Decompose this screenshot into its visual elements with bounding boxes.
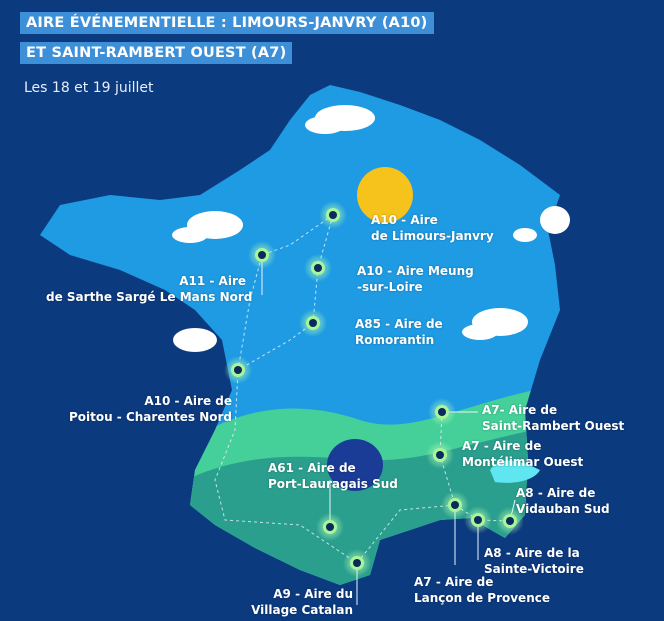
area-label-sarthe[interactable]: A11 - Aire de Sarthe Sargé Le Mans Nord [46,274,253,304]
title-line-1: AIRE ÉVÉNEMENTIELLE : LIMOURS-JANVRY (A1… [20,12,434,34]
rest-area-marker[interactable] [319,201,347,229]
area-label-village-catalan[interactable]: A9 - Aire du Village Catalan [251,587,353,617]
area-label-sainte-victoire[interactable]: A8 - Aire de la Sainte-Victoire [484,546,584,576]
rest-area-marker[interactable] [496,507,524,535]
area-label-saint-rambert[interactable]: A7- Aire de Saint-Rambert Ouest [482,403,625,433]
rest-area-marker[interactable] [343,549,371,577]
area-label-vidauban[interactable]: A8 - Aire de Vidauban Sud [516,486,610,516]
area-label-meung[interactable]: A10 - Aire Meung -sur-Loire [357,264,474,294]
cloud-icon [172,105,570,352]
rest-area-marker[interactable] [224,356,252,384]
rest-area-marker[interactable] [299,309,327,337]
person-on-float-illustration [327,439,383,491]
area-label-romorantin[interactable]: A85 - Aire de Romorantin [355,317,443,347]
title-line-2: ET SAINT-RAMBERT OUEST (A7) [20,42,293,64]
rest-area-marker[interactable] [248,241,276,269]
event-date: Les 18 et 19 juillet [24,80,154,96]
rest-area-marker[interactable] [441,491,469,519]
area-label-port-lauragais[interactable]: A61 - Aire de Port-Lauragais Sud [268,461,398,491]
area-label-montelimar[interactable]: A7 - Aire de Montélimar Ouest [462,439,584,469]
area-label-limours[interactable]: A10 - Aire de Limours-Janvry [371,213,494,243]
area-label-poitou[interactable]: A10 - Aire de Poitou - Charentes Nord [68,394,232,424]
lake-shape [490,460,540,483]
rest-area-marker[interactable] [304,254,332,282]
area-label-lancon[interactable]: A7 - Aire de Lançon de Provence [414,575,550,605]
rest-area-marker[interactable] [316,513,344,541]
sun-icon [357,167,413,223]
rest-area-marker[interactable] [428,398,456,426]
rest-area-marker[interactable] [464,506,492,534]
rest-area-marker[interactable] [426,441,454,469]
